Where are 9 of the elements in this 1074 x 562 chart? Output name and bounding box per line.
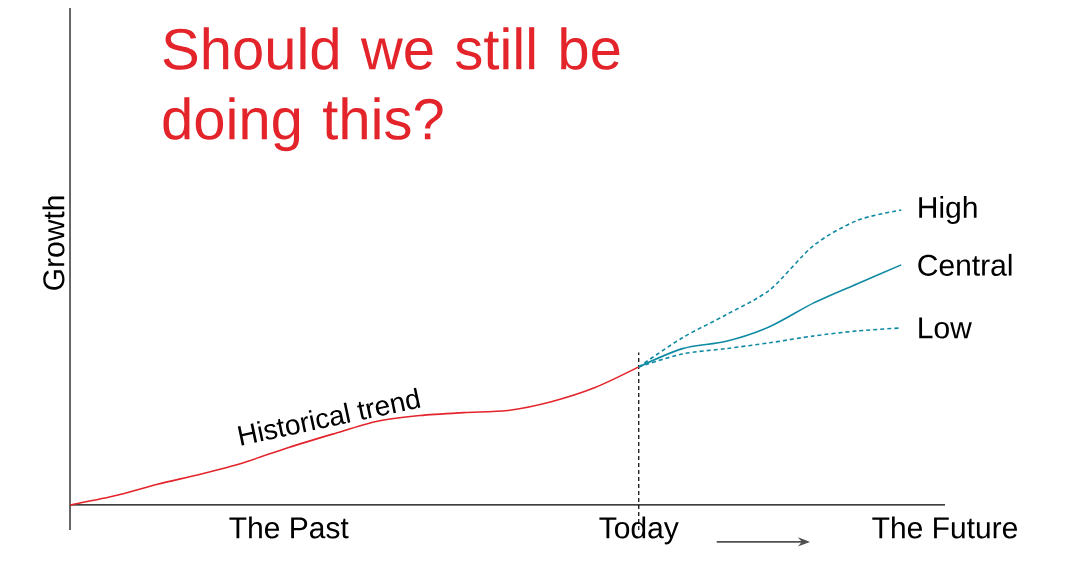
x-tick-label: Today [599,516,679,545]
x-tick-label: The Future [872,516,1017,539]
text: Historical trend [237,387,421,446]
series-label: Low [919,317,972,339]
series-label: High [919,196,977,224]
y-axis-title: Growth [42,196,65,290]
x-tick-label: The Past [229,516,349,539]
series-label: Central [918,253,1012,276]
chart-title: Should we still be doing this? [163,27,620,152]
